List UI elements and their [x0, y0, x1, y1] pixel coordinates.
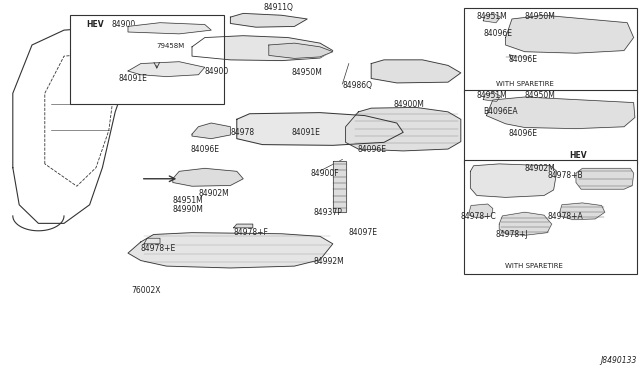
Text: 84978+F: 84978+F — [234, 228, 268, 237]
Text: 84978+C: 84978+C — [461, 212, 497, 221]
Polygon shape — [128, 232, 333, 268]
Text: 84900: 84900 — [112, 20, 136, 29]
Text: 84990M: 84990M — [173, 205, 204, 214]
Text: B4096EA: B4096EA — [483, 108, 518, 116]
Text: 84900F: 84900F — [310, 169, 339, 178]
FancyBboxPatch shape — [464, 8, 637, 93]
Text: 84097E: 84097E — [349, 228, 378, 237]
Text: HEV: HEV — [570, 151, 588, 160]
Text: 84978+B: 84978+B — [547, 171, 583, 180]
Text: 84937P: 84937P — [314, 208, 342, 217]
Text: WITH SPARETIRE: WITH SPARETIRE — [506, 263, 563, 269]
Polygon shape — [230, 13, 307, 27]
Text: 84950M: 84950M — [525, 91, 556, 100]
Polygon shape — [128, 23, 211, 34]
Text: 84978+J: 84978+J — [496, 230, 529, 239]
FancyBboxPatch shape — [464, 90, 637, 164]
Text: J8490133: J8490133 — [600, 356, 637, 365]
Polygon shape — [486, 97, 635, 129]
Text: 84096E: 84096E — [357, 145, 386, 154]
FancyBboxPatch shape — [70, 15, 224, 105]
Text: 84096E: 84096E — [509, 55, 538, 64]
Text: 79458M: 79458M — [157, 43, 185, 49]
Text: 84951M: 84951M — [477, 91, 508, 100]
Text: 84992M: 84992M — [314, 257, 344, 266]
Text: WITH SPARETIRE: WITH SPARETIRE — [496, 81, 554, 87]
Polygon shape — [234, 224, 253, 228]
Polygon shape — [483, 93, 500, 102]
Text: 84978+E: 84978+E — [141, 244, 176, 253]
Polygon shape — [560, 203, 605, 219]
Text: 84091E: 84091E — [118, 74, 147, 83]
Text: 84900: 84900 — [205, 67, 229, 76]
Text: 84096E: 84096E — [509, 129, 538, 138]
Polygon shape — [144, 238, 160, 244]
Text: 84900M: 84900M — [394, 100, 424, 109]
Polygon shape — [192, 36, 333, 61]
Polygon shape — [346, 108, 461, 151]
Polygon shape — [499, 212, 552, 235]
Polygon shape — [470, 164, 557, 198]
Polygon shape — [469, 204, 493, 218]
Polygon shape — [192, 123, 230, 139]
Text: HEV: HEV — [86, 20, 104, 29]
Polygon shape — [128, 62, 205, 77]
Polygon shape — [237, 113, 403, 145]
Polygon shape — [269, 43, 333, 58]
Polygon shape — [576, 169, 634, 189]
Text: 84096E: 84096E — [483, 29, 512, 38]
Polygon shape — [506, 15, 634, 53]
Text: 84096E: 84096E — [191, 145, 220, 154]
Polygon shape — [333, 161, 346, 212]
Text: 84978: 84978 — [230, 128, 255, 137]
Text: 84911Q: 84911Q — [264, 3, 293, 12]
Text: 84902M: 84902M — [198, 189, 229, 198]
Text: 84950M: 84950M — [291, 68, 322, 77]
FancyBboxPatch shape — [464, 160, 637, 274]
Polygon shape — [483, 14, 500, 23]
Polygon shape — [371, 60, 461, 83]
Text: 84902M: 84902M — [525, 164, 556, 173]
Text: 84978+A: 84978+A — [547, 212, 583, 221]
Text: 84951M: 84951M — [173, 196, 204, 205]
Text: 76002X: 76002X — [131, 286, 161, 295]
Text: 84951M: 84951M — [477, 12, 508, 20]
Text: 84986Q: 84986Q — [342, 81, 372, 90]
Polygon shape — [173, 169, 243, 186]
Text: 84950M: 84950M — [525, 12, 556, 20]
Text: 84091E: 84091E — [291, 128, 320, 137]
